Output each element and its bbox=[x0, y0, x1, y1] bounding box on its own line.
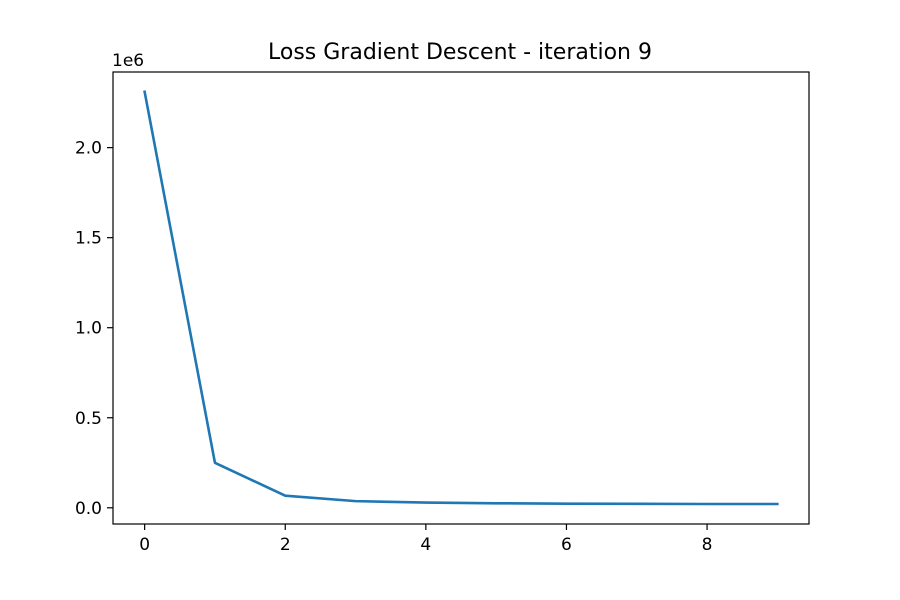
y-axis-offset-label: 1e6 bbox=[112, 51, 144, 71]
plot-area: 0 2 4 6 8 0.0 0.5 1.0 1.5 2.0 bbox=[75, 71, 810, 555]
x-tick-label: 2 bbox=[280, 535, 291, 555]
y-tick-label: 0.5 bbox=[75, 409, 102, 429]
x-tick-label: 6 bbox=[561, 535, 572, 555]
axes-frame bbox=[112, 71, 810, 525]
y-tick-label: 2.0 bbox=[75, 139, 102, 159]
y-tick-label: 1.5 bbox=[75, 229, 102, 249]
x-tick-label: 0 bbox=[139, 535, 150, 555]
chart-title: Loss Gradient Descent - iteration 9 bbox=[268, 40, 652, 65]
x-tick-label: 4 bbox=[420, 535, 431, 555]
y-tick-label: 1.0 bbox=[75, 319, 102, 339]
y-tick-label: 0.0 bbox=[75, 499, 102, 519]
x-tick-label: 8 bbox=[702, 535, 713, 555]
loss-series-line bbox=[143, 90, 779, 506]
